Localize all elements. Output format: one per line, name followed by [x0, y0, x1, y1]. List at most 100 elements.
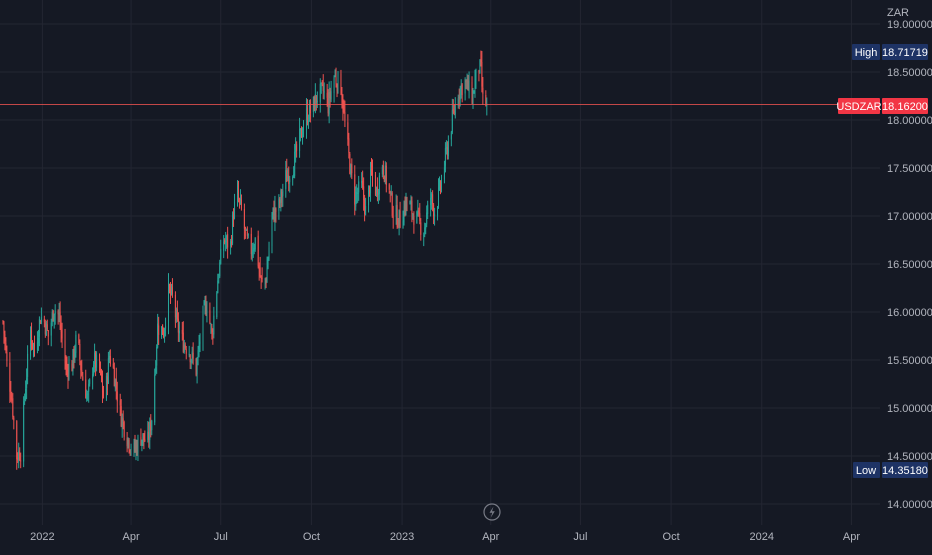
candle-body [59, 311, 61, 326]
candle-body [404, 204, 406, 212]
y-tick-label: 14.50000 [887, 451, 932, 463]
candle-body [368, 185, 370, 206]
candle-body [60, 324, 62, 332]
candle-body [234, 201, 236, 218]
candle-body [340, 73, 342, 95]
candle-body [471, 81, 473, 103]
candle-body [23, 401, 25, 462]
candle-body [251, 251, 253, 256]
candle-body [212, 333, 214, 335]
candle-body [238, 198, 240, 200]
x-tick-label: Jul [214, 531, 228, 543]
candle-body [128, 439, 130, 450]
candle-body [51, 312, 53, 323]
candle-body [350, 164, 352, 176]
candle-body [472, 93, 474, 104]
candle-body [418, 212, 420, 214]
candle-body [116, 391, 118, 402]
candle-body [260, 275, 262, 279]
candle-body [211, 326, 213, 333]
y-tick-label: 16.00000 [887, 307, 932, 319]
y-tick-label: 19.00000 [887, 19, 932, 31]
x-tick-label: Apr [123, 531, 140, 543]
symbol-label: USDZAR [836, 101, 881, 113]
candle-body [410, 202, 412, 204]
candle-body [33, 343, 35, 346]
candle-body [294, 151, 296, 176]
candle-body [154, 374, 156, 423]
candle-body [281, 191, 283, 198]
candle-body [295, 145, 297, 153]
candle-body [130, 448, 132, 450]
candle-body [432, 194, 434, 205]
candle-body [378, 175, 380, 194]
y-tick-label: 14.00000 [887, 499, 932, 511]
candle-body [217, 280, 219, 294]
y-tick-label: 17.00000 [887, 211, 932, 223]
candle-body [474, 78, 476, 94]
candle-body [225, 241, 227, 243]
candle-body [278, 198, 280, 211]
candle-body [257, 235, 259, 267]
candle-body [108, 355, 110, 360]
lightning-icon[interactable] [483, 503, 501, 521]
candle-body [403, 206, 405, 223]
candle-body [390, 191, 392, 194]
candle-body [226, 235, 228, 241]
y-tick-label: 18.50000 [887, 67, 932, 79]
candle-body [371, 167, 373, 176]
candle-body [292, 177, 294, 180]
x-tick-label: 2023 [390, 531, 414, 543]
candle-body [389, 191, 391, 193]
candle-body [61, 330, 63, 339]
candle-body [316, 100, 318, 102]
candle-body [341, 93, 343, 103]
candle-body [461, 84, 463, 96]
candle-body [439, 181, 441, 187]
candle-body [136, 444, 138, 454]
candle-body [309, 105, 311, 114]
candle-body [231, 241, 233, 244]
grid [0, 0, 880, 525]
candle-body [188, 353, 190, 356]
candle-body [174, 294, 176, 318]
candle-body [381, 167, 383, 175]
candle-body [95, 352, 97, 368]
candle-body [31, 330, 33, 343]
candle-body [247, 234, 249, 236]
candle-body [391, 192, 393, 216]
candle-body [4, 333, 6, 342]
x-tick-label: Jul [573, 531, 587, 543]
candle-body [457, 98, 459, 106]
candle-body [376, 187, 378, 197]
candle-body [468, 80, 470, 93]
candle-body [27, 353, 29, 377]
candle-body [396, 205, 398, 227]
candle-body [426, 212, 428, 225]
candle-body [219, 262, 221, 277]
candle-body [279, 199, 281, 204]
candle-body [58, 313, 60, 315]
candle-body [397, 225, 399, 228]
candle-body [406, 197, 408, 204]
axes: 19.00000 18.50000 18.00000 17.50000 17.00000… [30, 19, 932, 543]
candle-body [127, 438, 129, 445]
candle-body [361, 181, 363, 184]
candle-body [43, 318, 45, 322]
candle-body [122, 418, 124, 422]
candle-body [54, 310, 56, 315]
candle-body [65, 363, 67, 367]
candle-body [223, 241, 225, 251]
candle-body [158, 325, 160, 335]
candle-body [82, 376, 84, 381]
candle-body [258, 265, 260, 270]
candle-body [205, 304, 207, 315]
candle-body [236, 189, 238, 202]
candle-body [45, 322, 47, 336]
candle-body [181, 329, 183, 334]
candle-body [254, 237, 256, 250]
candle-body [53, 313, 55, 322]
candle-body [395, 205, 397, 217]
